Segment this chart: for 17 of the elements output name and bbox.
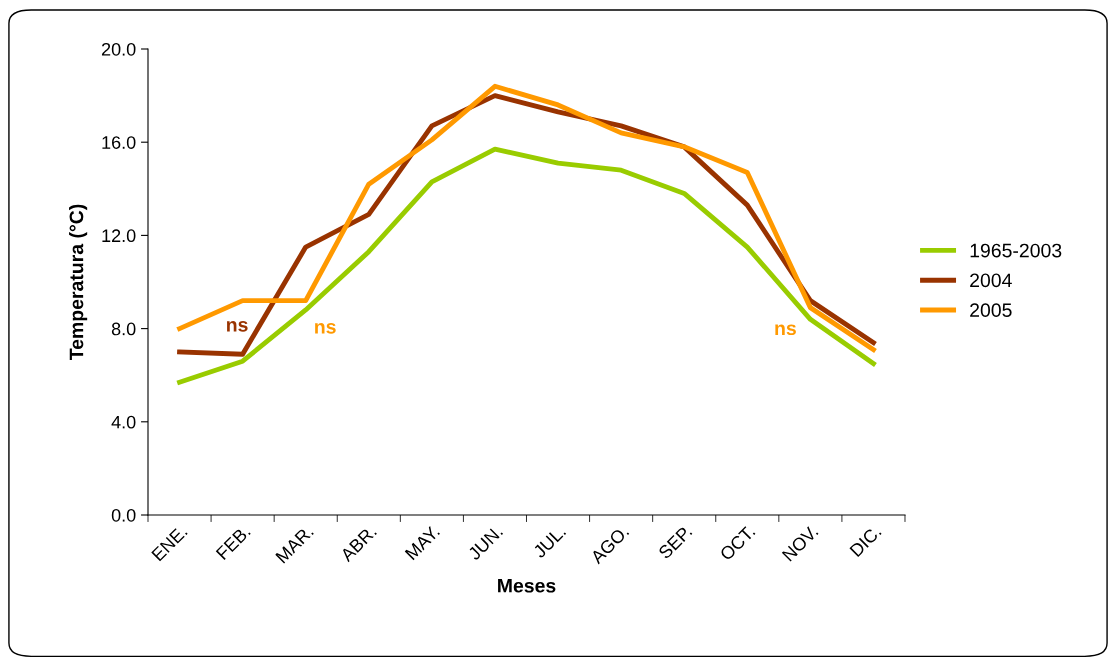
line-series (177, 146, 876, 385)
x-axis-title: Meses (498, 578, 556, 593)
legend-label: 2005 (970, 303, 1012, 318)
y-tick-label: 4.0 (111, 415, 136, 429)
annotation: ns (775, 324, 796, 336)
y-axis-title: Temperatura (°C) (69, 204, 88, 361)
y-tick-label: 12.0 (102, 229, 136, 243)
annotation: ns (315, 322, 336, 334)
x-tick-label: JUL. (532, 524, 567, 559)
y-tick-label: 0.0 (111, 508, 136, 522)
y-tick-label: 20.0 (101, 42, 136, 56)
legend-label: 1965-2003 (970, 243, 1062, 258)
y-tick-label: 16.0 (102, 136, 136, 149)
legend-label: 2004 (970, 273, 1012, 288)
x-tick-label: DIC. (849, 524, 882, 558)
y-tick-label: 8.0 (111, 322, 136, 336)
annotation: ns (227, 321, 248, 332)
